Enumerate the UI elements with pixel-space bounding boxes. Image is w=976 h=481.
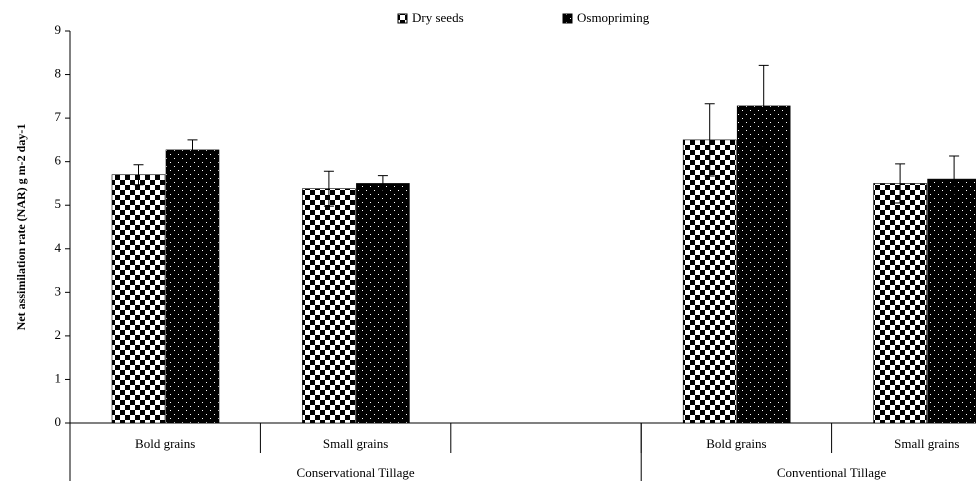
- bar: [302, 188, 356, 424]
- bar: [736, 105, 791, 424]
- x-tick-label: Bold grains: [706, 436, 766, 451]
- y-tick-label: 9: [55, 22, 62, 37]
- bar: [111, 174, 166, 424]
- error-bar: [758, 64, 769, 147]
- y-tick-label: 8: [55, 66, 62, 81]
- x-tick-label: Small grains: [323, 436, 388, 451]
- y-tick-label: 7: [55, 109, 62, 124]
- error-bar: [895, 163, 906, 204]
- y-tick-label: 6: [55, 153, 62, 168]
- legend-label: Osmopriming: [577, 10, 650, 25]
- error-bar: [704, 103, 715, 177]
- group-label: Conservational Tillage: [297, 465, 415, 480]
- bar: [873, 183, 927, 424]
- bar: [165, 149, 220, 424]
- error-bar: [187, 139, 198, 161]
- error-bar: [323, 170, 334, 207]
- legend-swatch: [562, 13, 573, 24]
- error-bar: [949, 155, 960, 203]
- y-tick-label: 3: [55, 283, 62, 298]
- legend-swatch: [397, 13, 408, 24]
- y-tick-label: 2: [55, 327, 62, 342]
- y-axis-label: Net assimilation rate (NAR) g m-2 day-1: [14, 124, 28, 331]
- bar: [927, 178, 976, 424]
- x-tick-label: Small grains: [894, 436, 959, 451]
- y-tick-label: 5: [55, 196, 62, 211]
- group-label: Conventional Tillage: [777, 465, 887, 480]
- error-bar: [133, 164, 144, 186]
- error-bar: [377, 175, 388, 192]
- y-tick-label: 1: [55, 370, 62, 385]
- bar: [682, 139, 737, 424]
- y-tick-label: 0: [55, 414, 62, 429]
- bar: [356, 183, 410, 424]
- x-tick-label: Bold grains: [135, 436, 195, 451]
- y-tick-label: 4: [55, 240, 62, 255]
- legend-label: Dry seeds: [412, 10, 464, 25]
